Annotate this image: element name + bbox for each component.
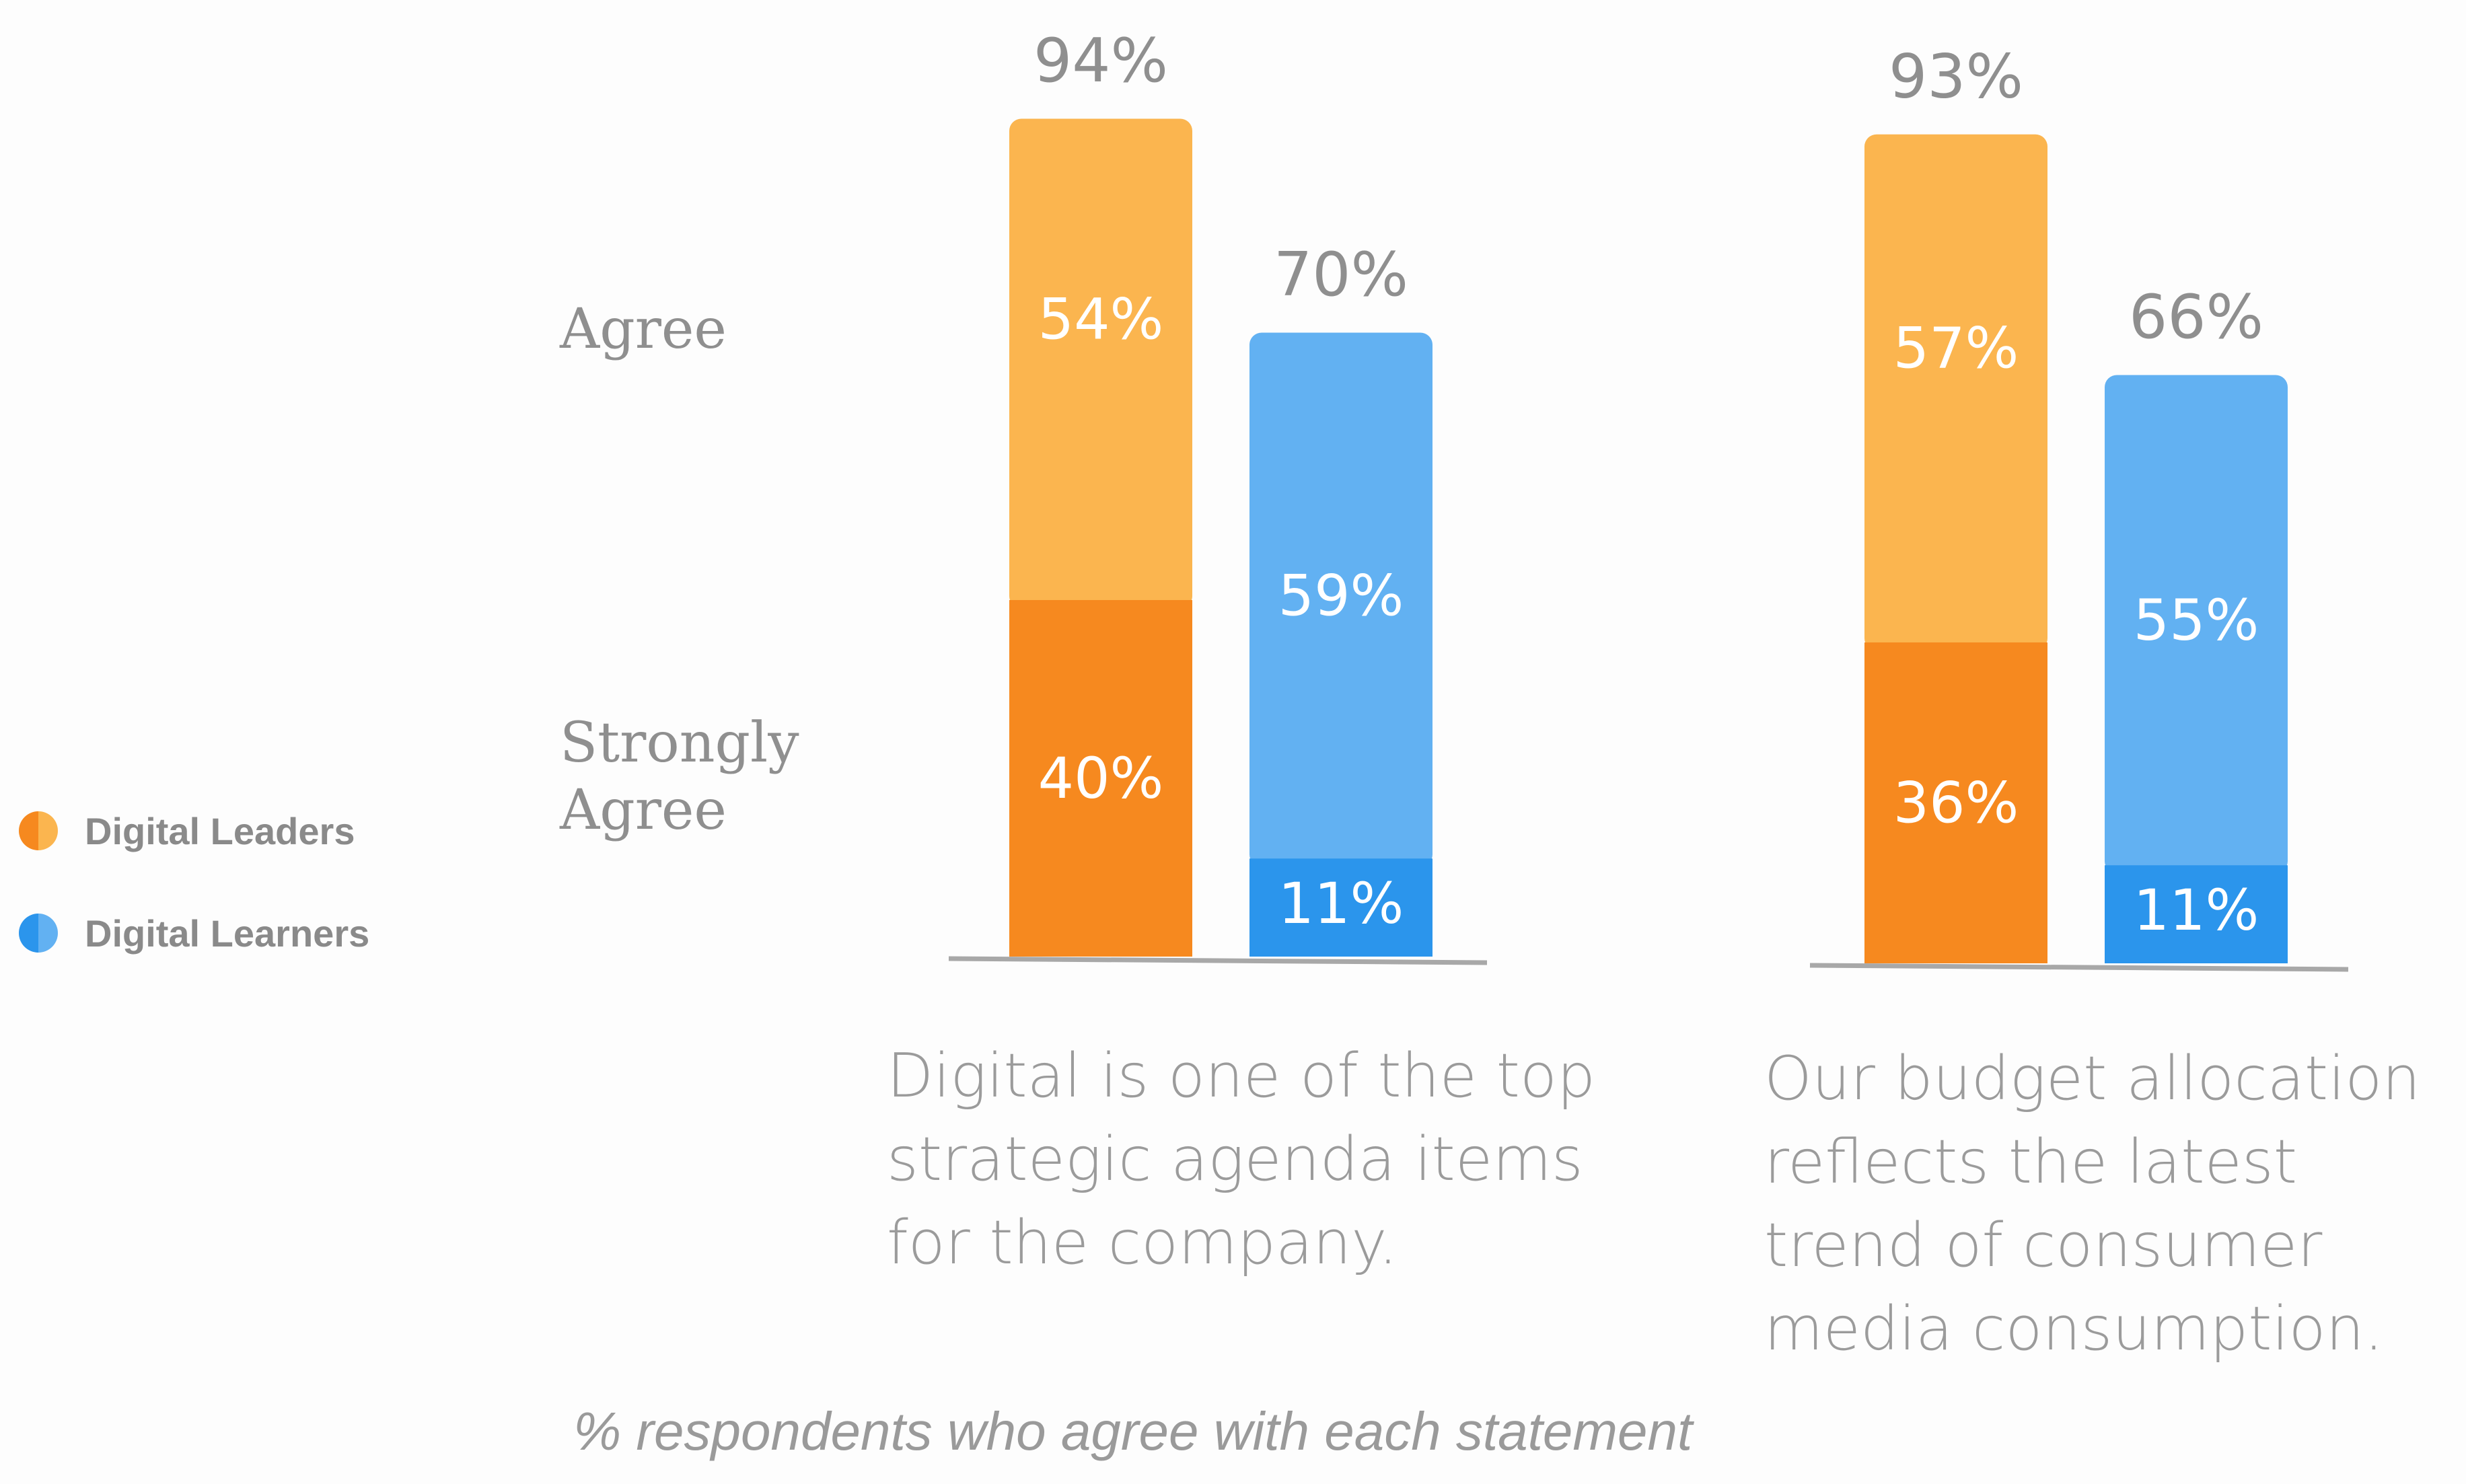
statement-line: Our budget allocation bbox=[1764, 1043, 2421, 1114]
axis-baseline bbox=[1809, 963, 2349, 972]
row-label-agree: Agree bbox=[560, 297, 727, 361]
row-label-line: Strongly bbox=[560, 711, 799, 775]
statement-line: Digital is one of the top bbox=[887, 1041, 1596, 1111]
statement-2: Our budget allocation reflects the lates… bbox=[1764, 1037, 2420, 1371]
chart-caption: % respondents who agree with each statem… bbox=[573, 1401, 1693, 1461]
legend-label: Digital Learners bbox=[85, 912, 370, 955]
bar-label-total: 66% bbox=[2129, 282, 2263, 353]
legend-label: Digital Leaders bbox=[85, 809, 355, 852]
bar-label-total: 93% bbox=[1889, 41, 2023, 112]
bar-label-agree: 54% bbox=[1038, 286, 1164, 352]
bar-segment-strongly-agree bbox=[1249, 858, 1433, 957]
bar-segment-strongly-agree bbox=[1009, 600, 1192, 957]
bar-label-strongly-agree: 11% bbox=[2134, 877, 2259, 943]
bar-label-agree: 55% bbox=[2134, 587, 2259, 653]
axis-baseline bbox=[948, 956, 1488, 965]
statement-1: Digital is one of the top strategic agen… bbox=[887, 1035, 1595, 1285]
bar-segment-agree bbox=[2105, 375, 2288, 874]
row-label-strongly-agree: Strongly Agree bbox=[560, 710, 799, 844]
bar-label-agree: 57% bbox=[1893, 315, 2019, 381]
bar-segment-agree bbox=[1009, 118, 1192, 608]
legend-swatch-blue-icon bbox=[19, 914, 58, 953]
bar-label-agree: 59% bbox=[1278, 562, 1404, 628]
legend-item-digital-learners: Digital Learners bbox=[19, 910, 490, 957]
bar-label-strongly-agree: 40% bbox=[1038, 745, 1164, 811]
bar-label-total: 94% bbox=[1033, 26, 1168, 96]
bar-segment-agree bbox=[1864, 134, 2047, 651]
legend-swatch-orange-icon bbox=[19, 811, 58, 850]
statement-line: trend of consumer bbox=[1764, 1210, 2323, 1281]
bar-label-strongly-agree: 11% bbox=[1278, 870, 1404, 936]
bar-label-strongly-agree: 36% bbox=[1893, 770, 2019, 836]
bar-segment-agree bbox=[1249, 332, 1433, 867]
legend-item-digital-leaders: Digital Leaders bbox=[19, 807, 490, 854]
statement-line: media consumption. bbox=[1764, 1294, 2384, 1364]
row-label-line: Agree bbox=[560, 778, 727, 842]
statement-line: for the company. bbox=[887, 1208, 1398, 1278]
bar-label-total: 70% bbox=[1274, 239, 1408, 310]
bar-segment-strongly-agree bbox=[2105, 865, 2288, 963]
statement-line: reflects the latest bbox=[1764, 1127, 2298, 1197]
statement-line: strategic agenda items bbox=[887, 1124, 1583, 1195]
bar-segment-strongly-agree bbox=[1864, 642, 2047, 963]
